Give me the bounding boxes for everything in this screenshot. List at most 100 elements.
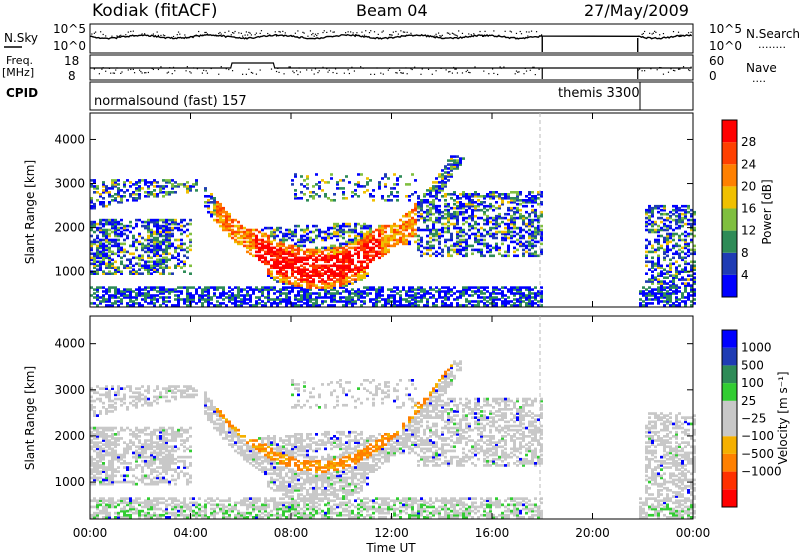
range-time-cell <box>357 266 360 269</box>
range-time-cell <box>240 240 243 244</box>
nsearch-dot <box>449 33 451 35</box>
range-time-cell <box>681 238 684 242</box>
range-time-cell <box>690 284 693 287</box>
range-time-cell <box>153 250 156 254</box>
range-time-cell <box>174 304 177 307</box>
range-time-cell <box>186 246 189 250</box>
range-time-cell <box>255 236 258 240</box>
range-time-cell <box>117 304 120 307</box>
range-time-cell <box>663 212 666 216</box>
range-time-cell <box>237 304 240 307</box>
range-time-cell <box>408 294 411 297</box>
range-time-cell <box>501 300 504 303</box>
range-time-cell <box>156 226 159 230</box>
range-time-cell <box>489 298 492 301</box>
range-time-cell <box>144 464 147 467</box>
range-time-cell <box>105 300 108 303</box>
range-time-cell <box>684 284 687 287</box>
range-time-cell <box>111 385 114 388</box>
range-time-cell <box>111 464 114 467</box>
range-time-cell <box>141 509 144 513</box>
nave-dot <box>677 68 680 70</box>
range-time-cell <box>90 185 93 188</box>
range-time-cell <box>459 244 462 248</box>
range-time-cell <box>456 304 459 307</box>
range-time-cell <box>339 266 342 269</box>
range-time-cell <box>123 401 126 405</box>
range-time-cell <box>213 288 216 291</box>
range-time-cell <box>528 240 531 244</box>
range-time-cell <box>354 248 357 252</box>
range-time-cell <box>363 268 366 271</box>
range-time-cell <box>312 280 315 283</box>
freq-line <box>90 62 692 69</box>
range-time-cell <box>237 290 240 293</box>
range-time-cell <box>528 288 531 291</box>
cpid-panel: CPID normalsound (fast) 157 themis 3300 <box>6 81 694 111</box>
range-time-cell <box>270 232 273 236</box>
range-time-cell <box>453 212 456 216</box>
range-time-cell <box>540 191 543 194</box>
range-time-cell <box>120 290 123 293</box>
range-time-cell <box>504 302 507 305</box>
range-time-cell <box>150 505 153 509</box>
range-time-cell <box>384 252 387 256</box>
range-time-cell <box>309 300 312 303</box>
range-time-cell <box>150 482 153 486</box>
range-time-cell <box>114 193 117 196</box>
range-time-cell <box>378 300 381 303</box>
range-time-cell <box>111 220 114 224</box>
range-time-cell <box>324 236 327 240</box>
range-time-cell <box>525 298 528 301</box>
range-time-cell <box>114 185 117 188</box>
range-time-cell <box>171 218 174 222</box>
range-time-cell <box>534 201 537 204</box>
nave-dot <box>317 71 319 74</box>
range-time-cell <box>129 270 132 273</box>
range-time-cell <box>276 266 279 269</box>
range-time-cell <box>327 246 330 250</box>
range-time-cell <box>504 226 507 230</box>
range-time-cell <box>450 212 453 216</box>
range-time-cell <box>99 441 102 444</box>
range-time-cell <box>135 302 138 305</box>
range-time-cell <box>333 270 336 273</box>
range-time-cell <box>162 179 165 182</box>
range-time-cell <box>180 232 183 236</box>
range-time-cell <box>255 304 258 307</box>
range-time-cell <box>93 414 96 417</box>
range-time-cell <box>408 240 411 244</box>
range-time-cell <box>270 250 273 254</box>
range-time-cell <box>348 252 351 256</box>
range-time-cell <box>327 296 330 299</box>
range-time-cell <box>150 443 153 446</box>
range-time-cell <box>351 195 354 198</box>
nsearch-dot <box>91 33 93 35</box>
range-time-cell <box>96 228 99 232</box>
range-time-cell <box>123 513 126 517</box>
range-time-cell <box>135 298 138 301</box>
range-time-cell <box>453 206 456 210</box>
range-time-cell <box>312 224 315 228</box>
range-time-cell <box>159 286 162 289</box>
range-time-cell <box>273 276 276 279</box>
range-time-cell <box>348 296 351 299</box>
range-time-cell <box>105 453 108 457</box>
range-time-cell <box>129 387 132 390</box>
range-time-cell <box>522 204 525 208</box>
range-time-cell <box>117 443 120 446</box>
range-time-cell <box>138 397 141 401</box>
range-time-cell <box>336 238 339 242</box>
range-time-cell <box>360 262 363 266</box>
range-time-cell <box>444 183 447 186</box>
range-time-cell <box>456 167 459 170</box>
range-time-cell <box>141 179 144 182</box>
range-time-cell <box>141 242 144 246</box>
range-time-cell <box>684 304 687 307</box>
range-time-cell <box>360 232 363 236</box>
range-time-cell <box>183 298 186 301</box>
range-time-cell <box>528 222 531 226</box>
range-time-cell <box>303 298 306 301</box>
range-time-cell <box>123 185 126 188</box>
range-time-cell <box>138 187 141 190</box>
